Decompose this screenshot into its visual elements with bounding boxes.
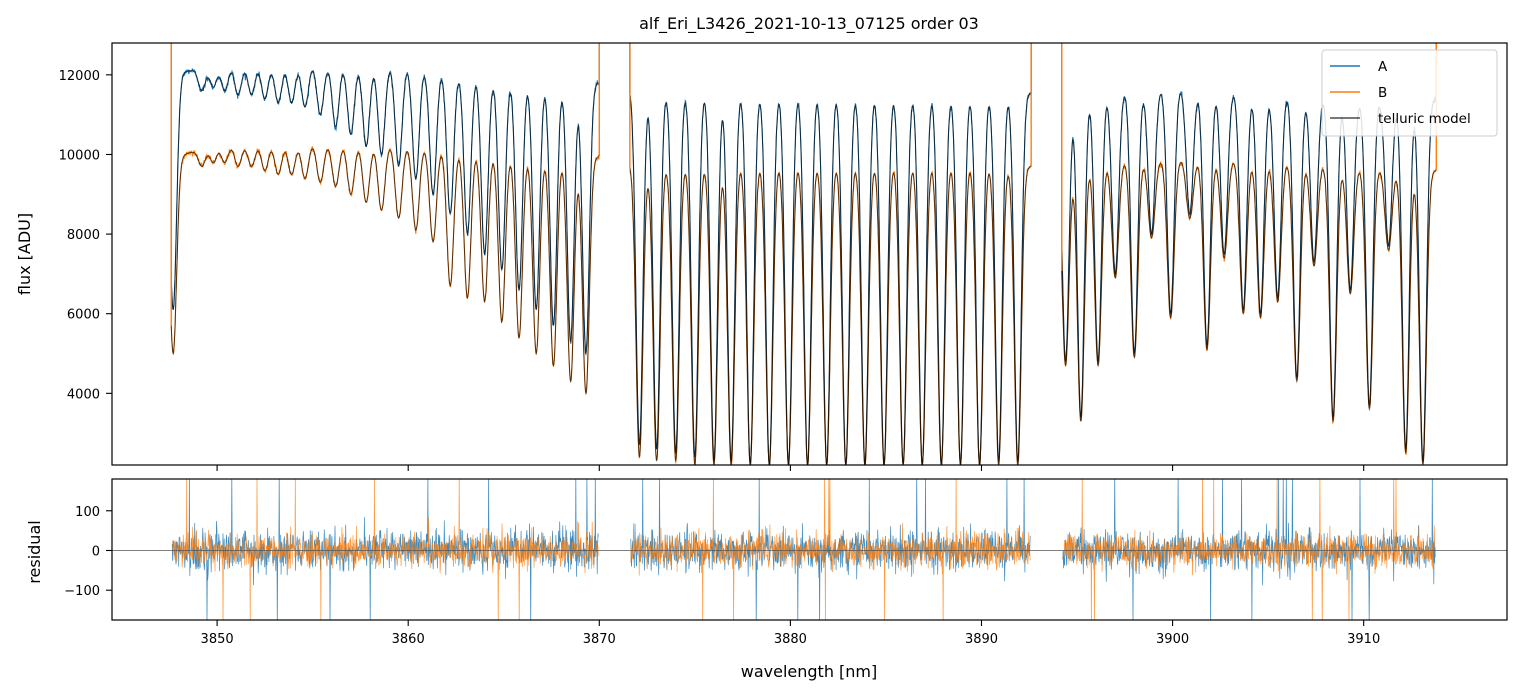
top-ytick-label: 6000	[67, 308, 100, 323]
bottom-x-axis: 3850 3860 3870 3880 3890 3900 3910	[201, 620, 1380, 647]
bottom-xtick-label: 3910	[1347, 632, 1380, 647]
top-plot-area	[170, 43, 1437, 465]
top-ytick-label: 4000	[67, 387, 100, 402]
top-x-axis	[216, 465, 1365, 471]
telluric-model-a-line	[170, 70, 600, 354]
telluric-model-a-line	[1061, 93, 1437, 462]
top-ytick-label: 12000	[59, 69, 100, 84]
telluric-model-b-line	[1061, 161, 1437, 465]
bottom-xtick-label: 3900	[1156, 632, 1189, 647]
bottom-axes-frame	[111, 478, 1508, 621]
bottom-ylabel: residual	[25, 520, 44, 583]
top-ytick-label: 10000	[59, 148, 100, 163]
legend-label-telluric: telluric model	[1378, 111, 1471, 127]
legend-label-b: B	[1378, 85, 1387, 101]
legend-frame	[1321, 49, 1498, 137]
bottom-xtick-label: 3870	[583, 632, 616, 647]
legend: A B telluric model	[1321, 49, 1498, 137]
top-y-axis: 4000 6000 8000 10000 12000	[59, 69, 112, 402]
bottom-xtick-label: 3850	[201, 632, 234, 647]
bottom-xtick-label: 3880	[774, 632, 807, 647]
bottom-plot-area	[112, 479, 1507, 620]
bottom-xtick-label: 3860	[392, 632, 425, 647]
top-ylabel: flux [ADU]	[15, 213, 34, 295]
telluric-model-b-line	[170, 148, 600, 396]
residual-b-line	[171, 479, 599, 620]
bottom-ytick-label: −100	[64, 584, 100, 599]
legend-label-a: A	[1378, 59, 1388, 75]
telluric-model-b-line	[629, 166, 1032, 465]
bottom-xtick-label: 3890	[965, 632, 998, 647]
top-axes-frame	[111, 42, 1508, 466]
top-ytick-label: 8000	[67, 228, 100, 243]
bottom-y-axis: −100 0 100	[64, 505, 112, 599]
bottom-ytick-label: 100	[75, 505, 100, 520]
chart-title: alf_Eri_L3426_2021-10-13_07125 order 03	[639, 14, 979, 34]
bottom-ytick-label: 0	[92, 544, 100, 559]
residual-b-line	[630, 479, 1031, 620]
bottom-xlabel: wavelength [nm]	[741, 662, 878, 681]
